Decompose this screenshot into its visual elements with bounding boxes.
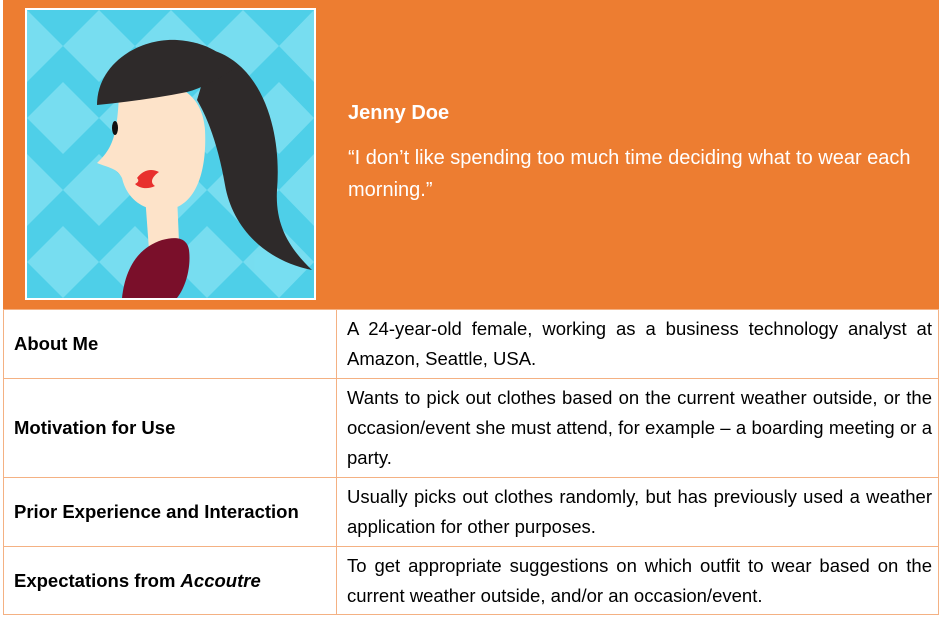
row-label-expectations: Expectations from Accoutre (3, 546, 337, 615)
row-label-about-me: About Me (3, 309, 337, 379)
row-label-prior-experience: Prior Experience and Interaction (3, 477, 337, 547)
woman-avatar-icon (27, 10, 314, 298)
row-label-motivation: Motivation for Use (3, 378, 337, 478)
persona-card: Jenny Doe “I don’t like spending too muc… (3, 0, 939, 617)
table-row: About Me A 24-year-old female, working a… (3, 309, 939, 379)
persona-details-table: About Me A 24-year-old female, working a… (3, 309, 939, 615)
row-label-expectations-prefix: Expectations from (14, 569, 181, 591)
persona-header: Jenny Doe “I don’t like spending too muc… (3, 0, 939, 309)
avatar (25, 8, 316, 300)
table-row: Prior Experience and Interaction Usually… (3, 477, 939, 547)
row-value-motivation: Wants to pick out clothes based on the c… (336, 378, 939, 478)
row-value-prior-experience: Usually picks out clothes randomly, but … (336, 477, 939, 547)
row-value-expectations: To get appropriate suggestions on which … (336, 546, 939, 615)
row-value-about-me: A 24-year-old female, working as a busin… (336, 309, 939, 379)
table-row: Motivation for Use Wants to pick out clo… (3, 378, 939, 478)
persona-name: Jenny Doe (348, 102, 450, 124)
brand-name: Accoutre (180, 569, 261, 591)
table-row: Expectations from Accoutre To get approp… (3, 546, 939, 615)
persona-quote: “I don’t like spending too much time dec… (348, 147, 911, 201)
